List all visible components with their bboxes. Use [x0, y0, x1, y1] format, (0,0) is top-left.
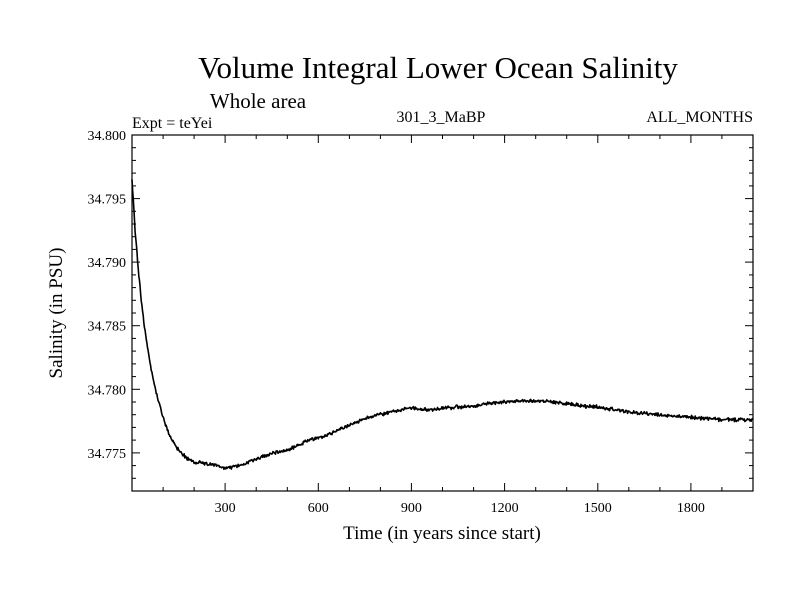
x-tick-label: 1200 [491, 501, 519, 516]
x-tick-label: 300 [215, 501, 236, 516]
series-layer [131, 179, 754, 471]
x-axis-label: Time (in years since start) [343, 523, 541, 544]
y-tick-label: 34.775 [88, 447, 127, 462]
y-axis-label: Salinity (in PSU) [46, 248, 67, 379]
y-axis: 34.775 34.780 34.785 34.790 34.795 34.800 [88, 129, 753, 479]
series-line-0 [131, 179, 754, 471]
y-tick-label: 34.795 [88, 193, 127, 208]
run-label: 301_3_MaBP [397, 109, 486, 126]
x-axis: 300 600 900 1200 1500 1800 [162, 135, 723, 516]
y-tick-label: 34.800 [88, 129, 127, 144]
y-tick-label: 34.785 [88, 320, 127, 335]
plot-frame [131, 134, 754, 492]
y-tick-label: 34.780 [88, 383, 127, 398]
x-tick-label: 1500 [584, 501, 612, 516]
experiment-label: Expt = teYei [132, 115, 213, 132]
months-label: ALL_MONTHS [646, 109, 753, 126]
y-tick-label: 34.790 [88, 256, 127, 271]
x-tick-label: 900 [401, 501, 422, 516]
chart-subtitle: Whole area [210, 89, 307, 113]
x-tick-label: 1800 [677, 501, 705, 516]
x-tick-label: 600 [308, 501, 329, 516]
chart-title: Volume Integral Lower Ocean Salinity [198, 50, 678, 85]
